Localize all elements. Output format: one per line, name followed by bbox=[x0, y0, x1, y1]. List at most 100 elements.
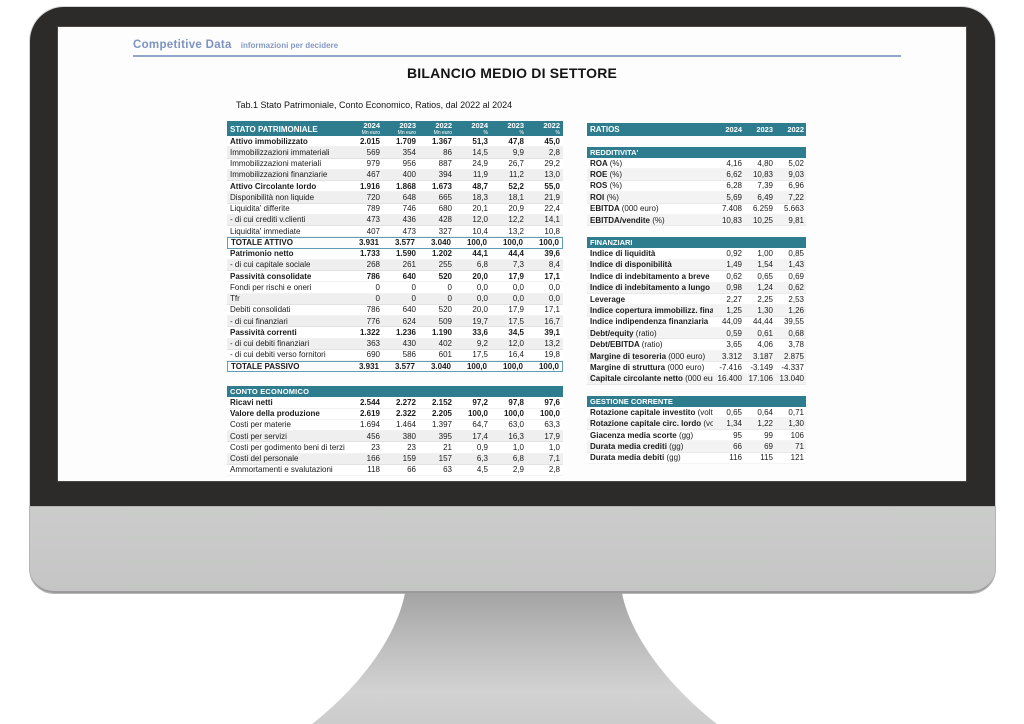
cell-value: 0 bbox=[375, 294, 380, 304]
column-header: 2022 % bbox=[543, 121, 560, 136]
cell-value: 1,00 bbox=[757, 249, 773, 259]
row-label: Indice indipendenza finanziaria bbox=[590, 317, 709, 327]
cell-value: 3.187 bbox=[752, 351, 773, 361]
cell-value: 2,9 bbox=[512, 465, 524, 475]
cell-value: 1,25 bbox=[726, 305, 742, 315]
column-header: 2023 Mn euro bbox=[397, 121, 416, 136]
cell-value: 0,64 bbox=[757, 407, 773, 417]
row-unit: (volte) bbox=[703, 419, 713, 429]
row-label: Indice di liquidità bbox=[590, 249, 656, 259]
cell-value: 21 bbox=[443, 442, 452, 452]
table-row: TOTALE PASSIVO 3.931 3.577 3.040 100,0 100,0 1… bbox=[227, 361, 563, 373]
cell-value: 66 bbox=[407, 465, 416, 475]
monitor-stand bbox=[312, 593, 717, 724]
row-unit: (%) bbox=[609, 158, 623, 168]
cell-value: 7,1 bbox=[548, 454, 560, 464]
cell-value: 2.272 bbox=[395, 397, 416, 407]
cell-value: 7.408 bbox=[721, 204, 742, 214]
cell-value: 63 bbox=[443, 465, 452, 475]
column-header: 2024 Mn euro bbox=[361, 121, 380, 136]
cell-value: 2.875 bbox=[783, 351, 804, 361]
table-row: ROE (%) 6,62 10,83 9,03 bbox=[587, 169, 806, 181]
balance-sheet-panel: STATO PATRIMONIALE 2024 Mn euro 2023 Mn … bbox=[227, 121, 563, 476]
cell-value: -3.149 bbox=[750, 362, 773, 372]
table-row: - di cui crediti v.clienti 473 436 428 12,0 1… bbox=[227, 214, 563, 226]
table-row: EBITDA (000 euro) 7.408 6.259 5.663 bbox=[587, 203, 806, 215]
conto-economico-header: CONTO ECONOMICO bbox=[227, 386, 563, 398]
cell-value: 586 bbox=[402, 350, 416, 360]
cell-value: 97,8 bbox=[508, 397, 524, 407]
table-row: Durata media debiti (gg) 116 115 121 bbox=[587, 452, 806, 464]
cell-value: 1,49 bbox=[726, 260, 742, 270]
row-unit: (ratio) bbox=[635, 328, 657, 338]
cell-value: 23 bbox=[407, 442, 416, 452]
table-row: Liquidita' differite 789 746 680 20,1 20,9 22,… bbox=[227, 203, 563, 215]
cell-value: 95 bbox=[733, 430, 742, 440]
cell-value: 979 bbox=[366, 159, 380, 169]
cell-value: 4,80 bbox=[757, 158, 773, 168]
cell-value: 23 bbox=[371, 442, 380, 452]
cell-value: 3,78 bbox=[788, 340, 804, 350]
cell-value: 1.868 bbox=[395, 181, 416, 191]
cell-value: 1.397 bbox=[431, 420, 452, 430]
cell-value: 4,5 bbox=[476, 465, 488, 475]
cell-value: 4,16 bbox=[726, 158, 742, 168]
row-unit: (%) bbox=[609, 181, 623, 191]
cell-value: 1.464 bbox=[395, 420, 416, 430]
cell-value: 33,6 bbox=[472, 327, 488, 337]
cell-value: 39,1 bbox=[544, 327, 560, 337]
row-unit: (000 euro) bbox=[668, 351, 706, 361]
cell-value: 20,0 bbox=[472, 271, 488, 281]
table-row: Patrimonio netto 1.733 1.590 1.202 44,1 44,4 3… bbox=[227, 248, 563, 260]
cell-value: 17,9 bbox=[508, 271, 524, 281]
cell-value: 17,4 bbox=[472, 431, 488, 441]
cell-value: 86 bbox=[443, 147, 452, 157]
cell-value: 14,1 bbox=[544, 215, 560, 225]
cell-value: 16,4 bbox=[508, 350, 524, 360]
cell-value: 569 bbox=[366, 147, 380, 157]
cell-value: 786 bbox=[366, 305, 380, 315]
table-row: EBITDA/vendite (%) 10,83 10,25 9,81 bbox=[587, 214, 806, 227]
row-label: EBITDA (000 euro) bbox=[590, 204, 659, 214]
cell-value: -4.337 bbox=[781, 362, 804, 372]
table-row: Immobilizzazioni materiali 979 956 887 24,9 2… bbox=[227, 158, 563, 170]
cell-value: 17,5 bbox=[472, 350, 488, 360]
row-unit: (ratio) bbox=[641, 340, 663, 350]
cell-value: 0,0 bbox=[512, 282, 524, 292]
cell-value: 48,7 bbox=[472, 181, 488, 191]
cell-value: 0,61 bbox=[757, 328, 773, 338]
cell-value: 640 bbox=[402, 271, 416, 281]
section-header: GESTIONE CORRENTE bbox=[587, 396, 806, 408]
cell-value: 473 bbox=[366, 215, 380, 225]
cell-value: 0,85 bbox=[788, 249, 804, 259]
cell-value: 624 bbox=[402, 316, 416, 326]
cell-value: 0,9 bbox=[476, 442, 488, 452]
row-label: Margine di tesoreria (000 euro) bbox=[590, 351, 706, 361]
ratios-header: RATIOS 2024 2023 2022 bbox=[587, 123, 806, 136]
row-unit: (%) bbox=[652, 215, 665, 225]
cell-value: 52,2 bbox=[508, 181, 524, 191]
cell-value: 363 bbox=[366, 339, 380, 349]
table-row: Attivo immobilizzato 2.015 1.709 1.367 51,3 4… bbox=[227, 136, 563, 148]
table-row: Costi per godimento beni di terzi 23 23 21 0… bbox=[227, 442, 563, 454]
row-label: Costi per godimento beni di terzi bbox=[230, 442, 345, 452]
table-row: Fondi per rischi e oneri 0 0 0 0,0 0,0 0,0 bbox=[227, 282, 563, 294]
cell-value: 520 bbox=[438, 305, 452, 315]
cell-value: 11,2 bbox=[509, 170, 524, 180]
row-label: ROS (%) bbox=[590, 181, 623, 191]
row-label: Passività correnti bbox=[230, 327, 297, 337]
cell-value: 100,0 bbox=[466, 362, 487, 372]
cell-value: 100,0 bbox=[467, 409, 488, 419]
cell-value: 509 bbox=[438, 316, 452, 326]
cell-value: 24,9 bbox=[472, 159, 488, 169]
table-row: Margine di struttura (000 euro) -7.416 -3.… bbox=[587, 362, 806, 374]
cell-value: 0,98 bbox=[726, 283, 742, 293]
row-unit: (000 euro) bbox=[667, 362, 705, 372]
column-header: 2023 % bbox=[507, 121, 524, 136]
cell-value: 887 bbox=[438, 159, 452, 169]
row-label: Costi per servizi bbox=[230, 431, 287, 441]
cell-value: 2.205 bbox=[431, 409, 452, 419]
cell-value: 1.673 bbox=[431, 181, 452, 191]
row-label: Capitale circolante netto (000 euro) bbox=[587, 374, 713, 383]
cell-value: 17,5 bbox=[508, 316, 524, 326]
